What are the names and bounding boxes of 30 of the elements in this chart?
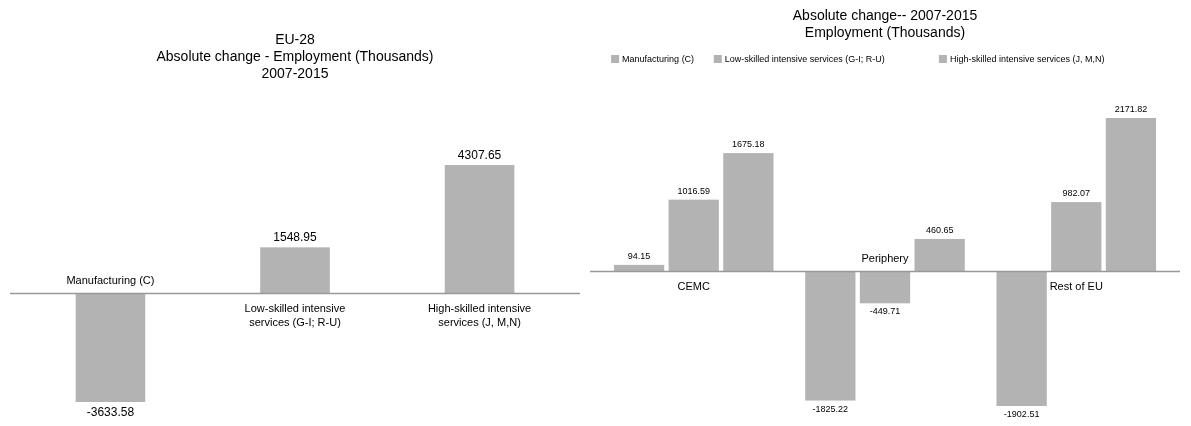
bar	[914, 238, 965, 272]
data-label: 1548.95	[273, 230, 318, 245]
data-label: 94.15	[627, 250, 651, 261]
data-label: 2171.82	[1114, 104, 1148, 114]
bar	[723, 153, 774, 272]
data-label: -449.71	[869, 306, 901, 317]
data-label: -3633.58	[86, 405, 135, 419]
chart-title: EU-28 Absolute change - Employment (Thousands) 2007-2015	[156, 31, 434, 81]
legend-label: High-skilled intensive services (J, M,N)	[949, 54, 1105, 64]
data-label: 4307.65	[457, 148, 502, 162]
legend-label: Low-skilled intensive services (G-I; R-U)	[724, 54, 885, 64]
data-label: 460.65	[925, 224, 954, 235]
bar	[1105, 118, 1157, 272]
bar	[613, 264, 665, 272]
bar	[1051, 202, 1102, 272]
bar	[805, 271, 856, 401]
data-label: 1016.59	[677, 185, 710, 196]
data-label: 1675.18	[732, 139, 765, 150]
bar	[859, 271, 911, 304]
bar	[996, 271, 1047, 406]
data-label: -1825.22	[812, 403, 849, 414]
data-label: 982.07	[1062, 188, 1091, 199]
x-tick-label: Periphery	[861, 251, 910, 264]
chart-title: Absolute change-- 2007-2015 Employment (Thousands)	[792, 7, 978, 40]
x-tick-label: Rest of EU	[1049, 279, 1103, 292]
x-tick-label: Manufacturing (C)	[66, 273, 155, 286]
legend-label: Manufacturing (C)	[622, 54, 695, 64]
bar	[668, 199, 719, 272]
data-label: -1902.51	[1003, 409, 1040, 419]
x-tick-label: CEMC	[677, 279, 710, 292]
